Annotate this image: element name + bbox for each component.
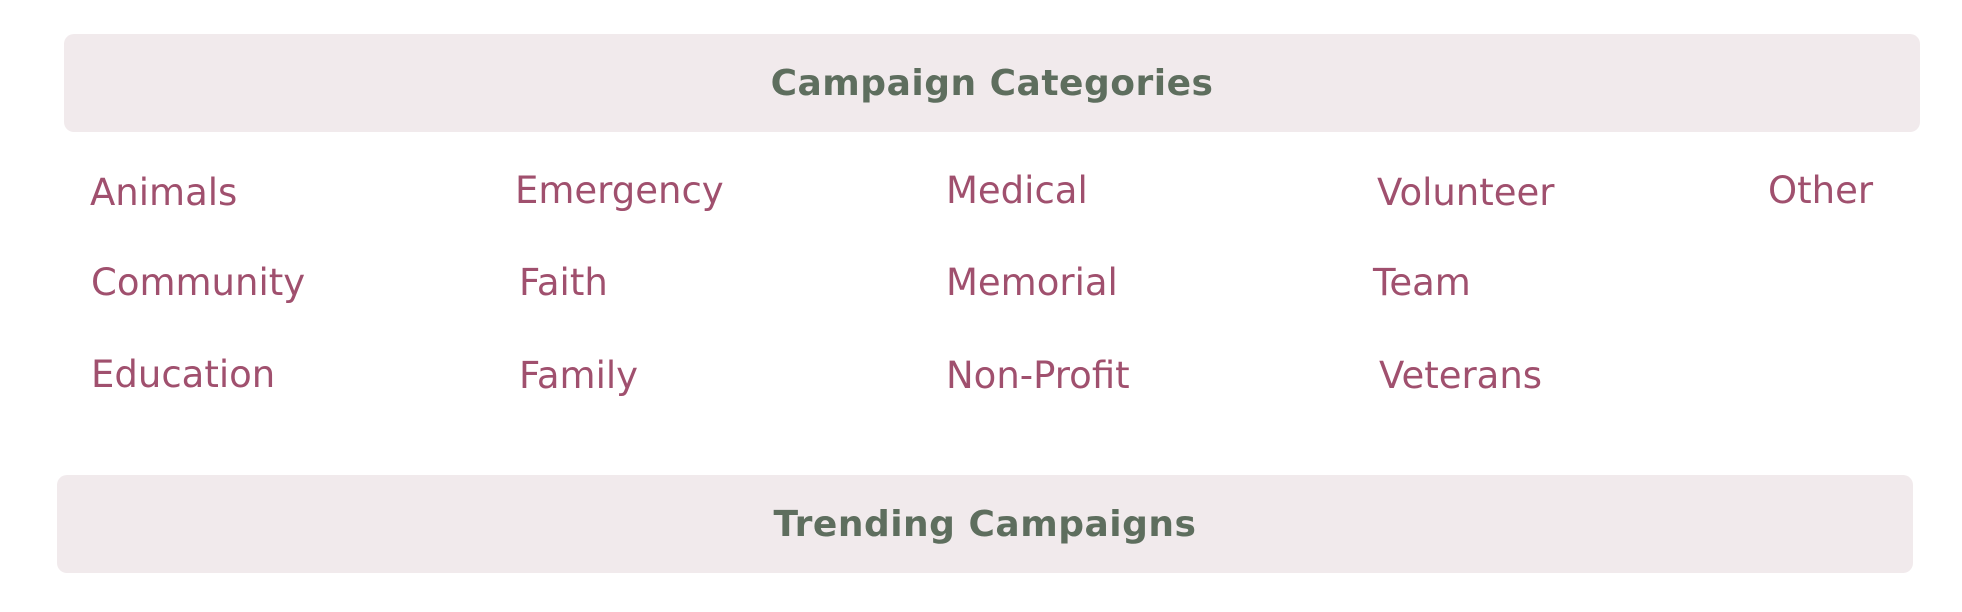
category-link-non-profit[interactable]: Non-Profit xyxy=(946,354,1130,397)
category-link-emergency[interactable]: Emergency xyxy=(515,169,724,212)
category-link-memorial[interactable]: Memorial xyxy=(946,261,1118,304)
category-link-community[interactable]: Community xyxy=(91,261,306,304)
category-link-animals[interactable]: Animals xyxy=(90,171,238,214)
category-link-other[interactable]: Other xyxy=(1768,169,1874,212)
trending-campaigns-header: Trending Campaigns xyxy=(57,475,1913,573)
campaign-categories-header: Campaign Categories xyxy=(64,34,1920,132)
category-link-family[interactable]: Family xyxy=(519,354,639,397)
category-link-faith[interactable]: Faith xyxy=(519,261,608,304)
category-link-education[interactable]: Education xyxy=(91,353,276,396)
category-link-veterans[interactable]: Veterans xyxy=(1379,354,1543,397)
category-link-team[interactable]: Team xyxy=(1373,261,1471,304)
campaign-categories-title: Campaign Categories xyxy=(770,62,1214,104)
trending-campaigns-title: Trending Campaigns xyxy=(773,503,1197,545)
category-link-medical[interactable]: Medical xyxy=(946,169,1088,212)
category-link-volunteer[interactable]: Volunteer xyxy=(1377,171,1555,214)
